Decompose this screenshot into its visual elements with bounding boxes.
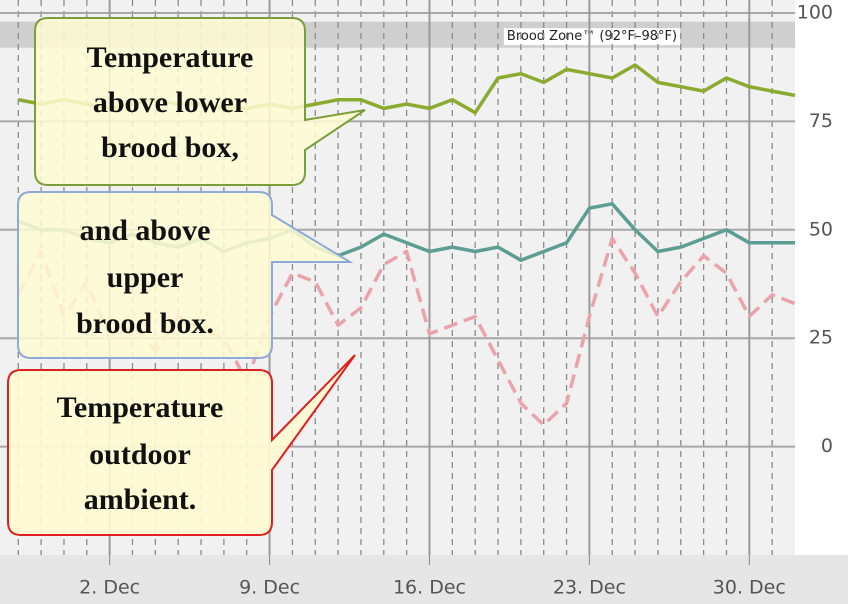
plot-band-label-bg	[503, 28, 681, 46]
callout-text: above lower	[93, 86, 247, 119]
y-axis-area	[795, 0, 848, 465]
x-tick-label: 30. Dec	[713, 577, 786, 599]
callouts: Temperature above lower brood box, and a…	[7, 17, 366, 536]
callout-box	[34, 17, 366, 186]
series-line	[16, 236, 796, 427]
callout-text: ambient.	[84, 483, 197, 516]
plot-band-label: Brood Zone™ (92°F–98°F)	[507, 29, 677, 44]
callout-box	[7, 354, 356, 536]
y-tick-label: 100	[797, 2, 833, 24]
y-tick-label: 0	[821, 435, 833, 457]
x-tick-label: 23. Dec	[553, 577, 626, 599]
callout-text: Temperature	[87, 41, 254, 74]
y-tick-label: 75	[809, 110, 833, 132]
callout-box	[17, 191, 354, 359]
y-tick-label: 25	[809, 327, 833, 349]
callout-text: Temperature	[57, 391, 224, 424]
callout-text: brood box,	[101, 131, 239, 164]
callout-text: brood box.	[76, 307, 214, 340]
x-tick-label: 2. Dec	[79, 577, 140, 599]
x-axis-area	[0, 555, 848, 604]
y-tick-label: 50	[809, 218, 833, 240]
callout-text: upper	[107, 261, 184, 294]
x-tick-label: 9. Dec	[239, 577, 300, 599]
callout-text: outdoor	[89, 438, 191, 471]
x-tick-label: 16. Dec	[393, 577, 466, 599]
callout-text: and above	[80, 214, 211, 247]
